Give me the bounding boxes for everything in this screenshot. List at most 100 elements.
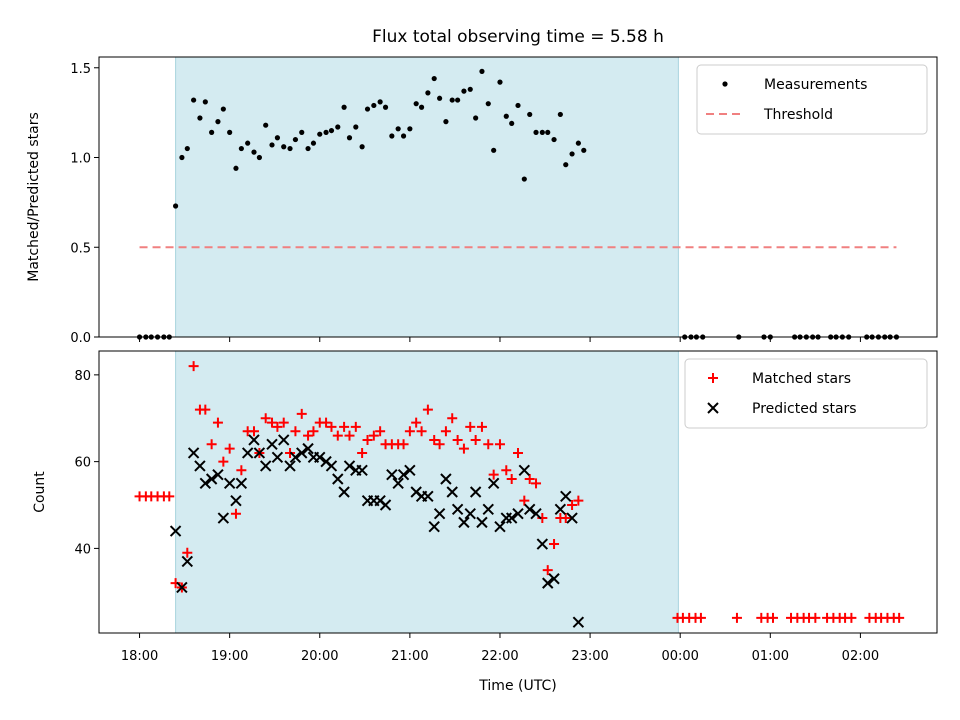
measurement-point — [305, 145, 311, 152]
predicted-star-point — [271, 451, 284, 463]
matched-star-point — [224, 443, 235, 454]
legend-box — [696, 64, 928, 135]
matched-star-point — [560, 513, 571, 524]
matched-star-point — [483, 439, 494, 450]
chart-title: Flux total observing time = 5.58 h — [372, 27, 664, 47]
predicted-star-point — [266, 438, 278, 450]
predicted-star-point — [422, 490, 434, 503]
matched-star-point — [182, 547, 193, 558]
measurement-point — [299, 129, 305, 135]
predicted-star-point — [536, 538, 549, 550]
matched-star-point — [357, 447, 368, 458]
measurement-point — [467, 86, 473, 92]
measurement-point — [527, 111, 533, 118]
measurement-point — [431, 75, 437, 82]
measurement-point — [292, 136, 299, 143]
measurement-point — [287, 145, 293, 152]
predicted-star-point — [554, 503, 567, 516]
measurement-point — [317, 131, 323, 137]
series-layer — [134, 361, 905, 628]
predicted-star-point — [259, 460, 272, 472]
predicted-star-point — [560, 490, 572, 503]
predicted-star-point — [296, 447, 308, 459]
measurement-point — [227, 129, 233, 135]
predicted-star-point — [176, 581, 188, 594]
matched-star-point — [768, 612, 779, 623]
measurement-point — [503, 113, 509, 119]
measurement-point — [323, 129, 329, 135]
measurement-point — [389, 133, 395, 139]
predicted-star-point — [464, 507, 476, 520]
legend-cross-marker — [707, 402, 719, 414]
measurement-point — [473, 115, 479, 121]
predicted-star-point — [253, 447, 266, 459]
matched-star-point — [513, 447, 523, 458]
x-tick-label: 22:00 — [481, 649, 518, 664]
predicted-star-point — [428, 521, 440, 533]
y-tick-label: 1.5 — [70, 62, 91, 77]
predicted-star-point — [469, 486, 482, 498]
y-tick-label: 0.0 — [70, 331, 91, 346]
y-axis-title: Matched/Predicted stars — [26, 112, 42, 282]
measurement-point — [263, 122, 269, 128]
measurement-point — [335, 124, 341, 130]
x-tick-label: 00:00 — [661, 649, 698, 664]
measurement-point — [346, 135, 353, 141]
measurement-point — [215, 119, 221, 125]
measurement-point — [461, 88, 467, 94]
legend-box — [684, 358, 928, 429]
axes-frame — [98, 350, 938, 634]
measurement-point — [418, 104, 425, 110]
measurement-point — [533, 129, 539, 135]
predicted-star-point — [566, 512, 578, 524]
y-tick-label: 1.0 — [70, 152, 91, 167]
measurement-point — [238, 145, 244, 152]
matched-star-point — [440, 426, 451, 437]
legend-label: Matched stars — [752, 371, 851, 387]
predicted-star-point — [572, 616, 585, 628]
measurement-point — [269, 142, 275, 148]
measurement-point — [310, 140, 317, 146]
matched-star-point — [422, 404, 433, 415]
matched-star-point — [344, 430, 355, 441]
measurement-point — [485, 101, 491, 107]
measurement-point — [400, 133, 407, 139]
x-axis-title: Time (UTC) — [478, 678, 556, 694]
matched-star-point — [567, 500, 578, 511]
matched-star-point — [411, 417, 422, 428]
matched-star-point — [894, 612, 905, 623]
y-tick-label: 40 — [74, 542, 91, 557]
predicted-star-point — [518, 464, 531, 477]
matched-star-point — [296, 408, 307, 419]
series-layer — [136, 68, 900, 340]
predicted-star-point — [241, 447, 254, 459]
legend-dot-marker — [722, 81, 728, 87]
matched-star-point — [278, 417, 289, 428]
matched-star-point — [332, 430, 343, 441]
axes-frame — [98, 56, 938, 338]
predicted-star-point — [458, 516, 470, 529]
matched-star-point — [368, 430, 379, 441]
legend: Measurements Threshold — [696, 64, 928, 135]
predicted-star-point — [278, 434, 290, 446]
predicted-star-point — [482, 503, 494, 516]
predicted-star-point — [524, 503, 536, 516]
matched-star-point — [542, 565, 553, 576]
measurement-point — [359, 144, 365, 150]
measurement-point — [581, 147, 587, 153]
measurement-point — [437, 95, 443, 101]
predicted-star-point — [230, 494, 242, 507]
predicted-star-point — [379, 499, 392, 511]
predicted-star-point — [386, 468, 398, 481]
predicted-star-point — [392, 477, 404, 490]
predicted-star-point — [433, 507, 446, 520]
measurement-point — [371, 102, 377, 109]
x-tick-label: 01:00 — [752, 649, 789, 664]
measurement-point — [274, 135, 281, 141]
matched-star-point — [506, 473, 517, 484]
measurement-point — [545, 129, 551, 135]
top-panel: 0.0 0.5 1.0 1.5 Matched/Predicted stars Measu… — [26, 56, 938, 346]
bottom-panel: 40 60 80 18:00 19:00 20:00 21:00 22:00 23:00 00:0… — [32, 350, 938, 664]
y-tick-label: 60 — [74, 456, 91, 471]
matched-star-point — [303, 430, 314, 441]
